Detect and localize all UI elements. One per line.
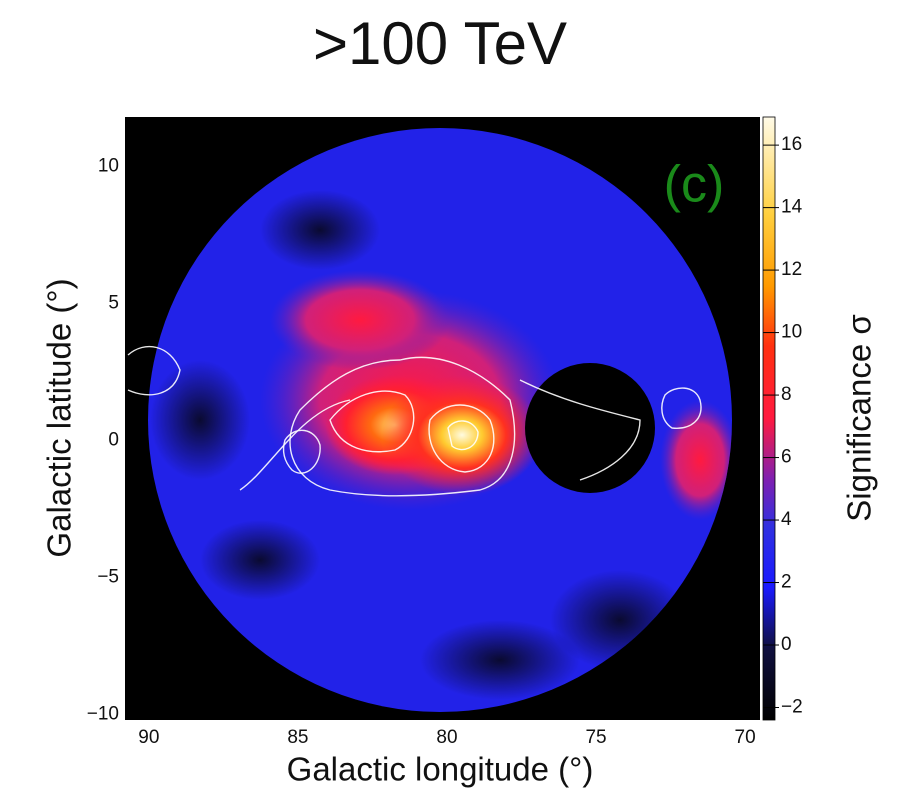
map <box>125 117 760 720</box>
y-tick-label: −5 <box>97 566 119 587</box>
colorbar-tick-label: 4 <box>781 509 792 530</box>
colorbar-tick-label: 8 <box>781 384 792 405</box>
colorbar-tick-label: 16 <box>781 134 802 155</box>
x-tick-label: 90 <box>138 727 159 748</box>
colorbar <box>762 116 776 721</box>
colorbar-tick-label: 14 <box>781 197 803 218</box>
colorbar-tick-label: 12 <box>781 259 802 280</box>
y-tick-label: 10 <box>98 155 119 176</box>
x-tick-label: 75 <box>585 727 606 748</box>
y-tick-label: 0 <box>108 429 119 450</box>
y-axis-label: Galactic latitude (°) <box>41 278 78 557</box>
colorbar-tick-label: 6 <box>781 447 792 468</box>
colorbar-tick-label: 2 <box>781 572 792 593</box>
colorbar-label: Significance σ <box>841 314 878 521</box>
chart-title: >100 TeV <box>313 10 567 77</box>
y-tick-label: 5 <box>108 292 119 313</box>
panel-label: (c) <box>664 156 725 214</box>
y-tick-label: −10 <box>87 704 119 725</box>
colorbar-tick-label: −2 <box>781 697 803 718</box>
colorbar-tick-label: 10 <box>781 322 802 343</box>
x-tick-label: 70 <box>735 727 756 748</box>
x-tick-label: 80 <box>436 727 457 748</box>
x-tick-label: 85 <box>287 727 308 748</box>
x-axis-label: Galactic longitude (°) <box>287 751 594 788</box>
colorbar-tick-label: 0 <box>781 634 792 655</box>
